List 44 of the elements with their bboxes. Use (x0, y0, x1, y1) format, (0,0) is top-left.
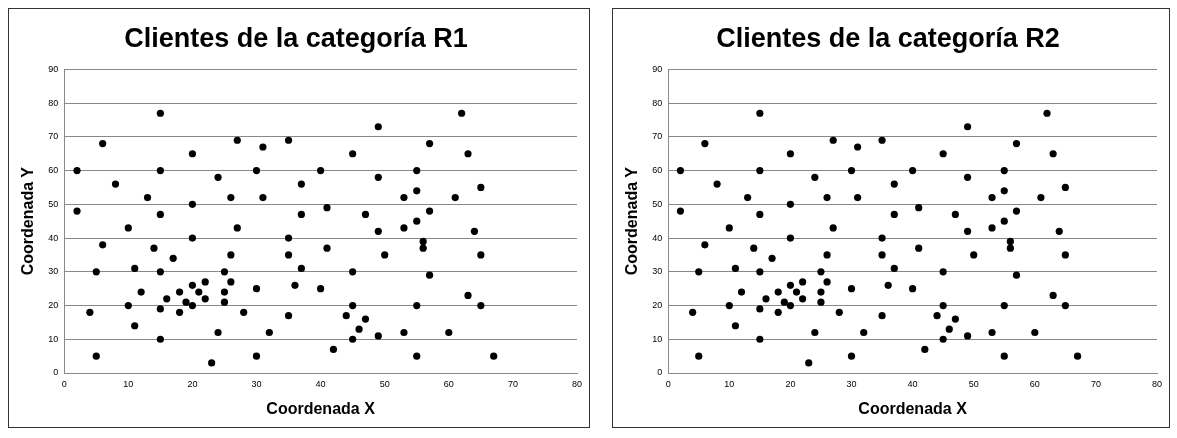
x-tick-label: 70 (1090, 378, 1101, 389)
y-tick-label: 0 (657, 367, 663, 378)
x-tick-label: 30 (251, 378, 262, 389)
y-tick-label: 80 (48, 97, 59, 108)
x-tick-label: 30 (846, 378, 857, 389)
x-tick-label: 60 (443, 378, 454, 389)
y-tick-label: 10 (48, 333, 59, 344)
x-tick-label: 0 (665, 378, 671, 389)
chart-title: Clientes de la categoría R1 (124, 22, 468, 53)
x-tick-label: 50 (379, 378, 390, 389)
y-tick-label: 20 (652, 300, 663, 311)
x-tick-label: 20 (785, 378, 796, 389)
x-tick-label: 20 (187, 378, 198, 389)
y-tick-label: 0 (53, 367, 59, 378)
x-tick-label: 40 (907, 378, 918, 389)
x-tick-label: 50 (968, 378, 979, 389)
y-tick-label: 30 (652, 266, 663, 277)
y-tick-label: 90 (48, 63, 59, 74)
x-tick-label: 80 (1151, 378, 1163, 389)
x-axis-title: Coordenada X (858, 399, 968, 417)
y-tick-label: 10 (652, 333, 663, 344)
y-tick-label: 70 (48, 131, 59, 142)
y-tick-label: 60 (48, 165, 59, 176)
x-tick-label: 60 (1029, 378, 1040, 389)
y-tick-label: 50 (652, 198, 663, 209)
y-tick-label: 90 (652, 63, 663, 74)
y-tick-label: 50 (48, 198, 59, 209)
y-axis-title: Coordenada Y (623, 166, 641, 276)
x-tick-label: 70 (507, 378, 518, 389)
y-tick-label: 40 (652, 232, 663, 243)
x-tick-label: 40 (315, 378, 326, 389)
y-tick-label: 30 (48, 266, 59, 277)
y-axis-title: Coordenada Y (19, 166, 37, 276)
y-tick-label: 40 (48, 232, 59, 243)
y-tick-label: 80 (652, 97, 663, 108)
x-axis-title: Coordenada X (266, 399, 376, 417)
x-tick-label: 80 (571, 378, 583, 389)
x-tick-label: 10 (123, 378, 134, 389)
x-tick-label: 10 (724, 378, 735, 389)
y-tick-label: 70 (652, 131, 663, 142)
chart-title: Clientes de la categoría R2 (716, 22, 1060, 53)
y-tick-label: 20 (48, 300, 59, 311)
y-tick-label: 60 (652, 165, 663, 176)
x-tick-label: 0 (61, 378, 67, 389)
